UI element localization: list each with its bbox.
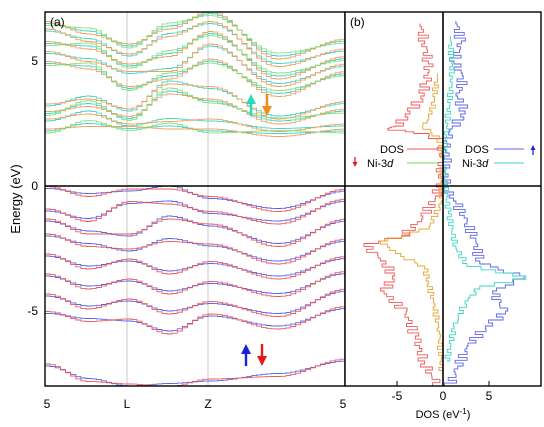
band-line-down-0 [45,12,345,60]
band-line-down-1 [45,21,345,67]
legend-spin-up-arrow [530,145,536,155]
legend-up-ni-label: Ni-3d [462,158,489,170]
legend-up-dos-label: DOS [465,144,489,156]
band-line-down-9 [45,186,345,212]
band-line-down-8 [45,126,345,137]
band-line-down-11 [45,218,345,247]
legend-spin-up: DOS Ni-3d [462,144,536,170]
x-tick-5: 5 [486,389,493,403]
band-line-down-5 [45,83,345,120]
kpoint-label-end: 5 [340,397,347,411]
band-line-down-10 [45,198,345,225]
band-line-down-4 [45,58,345,97]
panel-a-label: (a) [50,15,65,29]
spin-down-arrow-lower [257,344,267,366]
dos-spin-up-curves [443,21,527,386]
legend-spin-down: DOS Ni-3d [352,144,438,170]
spin-up-arrow-upper [246,94,256,116]
legend-down-dos-label: DOS [380,144,404,156]
band-line-down-14 [45,271,345,297]
dos-curve-up-ni3d [443,36,527,362]
y-tick-neg5: -5 [27,304,38,318]
band-line-up-11 [45,215,345,244]
band-line-down-15 [45,288,345,317]
dos-curve-down-ni3d [379,73,443,374]
legend-spin-down-arrow [352,157,358,167]
band-line-up-5 [45,80,345,117]
band-line-down-3 [45,43,345,87]
band-line-ni-2 [45,35,345,74]
panel-b-label: (b) [350,15,365,29]
x-tick-neg5: -5 [392,389,403,403]
band-line-down-16 [45,306,345,335]
y-tick-0: 0 [31,179,38,193]
band-line-ni-8 [45,120,345,134]
spin-up-arrow-lower [241,344,251,366]
x-axis-label: DOS (eV-1) [416,407,471,421]
band-line-down-7 [45,113,345,132]
x-tick-0: 0 [440,389,447,403]
band-line-up-12 [45,235,345,262]
dos-curve-up-total [443,21,525,386]
band-line-down-17 [45,358,345,386]
band-line-ni-0 [45,15,345,54]
band-line-ni-6 [45,87,345,121]
band-lines [45,12,345,386]
panel-a-background [45,12,345,386]
panel-a: (a) Energy (eV) 5 0 -5 5 L Z 5 [8,11,347,411]
panel-b-frame [344,11,542,387]
y-axis-label: Energy (eV) [8,164,23,233]
band-line-ni-4 [45,62,345,91]
band-line-up-10 [45,200,345,222]
band-line-down-13 [45,253,345,280]
kpoint-label-Z: Z [204,397,211,411]
legend-down-ni-label: Ni-3d [367,158,394,170]
y-tick-5: 5 [31,54,38,68]
panel-b: (b) -5 0 5 DOS (eV-1) DOS Ni-3d DOS Ni-3… [344,11,542,421]
band-line-down-2 [45,31,345,80]
dos-spin-down-curves [363,23,443,386]
kpoint-label-start: 5 [44,397,51,411]
spin-down-arrow-upper [262,94,272,116]
band-line-down-12 [45,233,345,265]
dos-curve-down-total [363,23,443,386]
kpoint-label-L: L [124,397,131,411]
band-line-up-9 [45,185,345,209]
